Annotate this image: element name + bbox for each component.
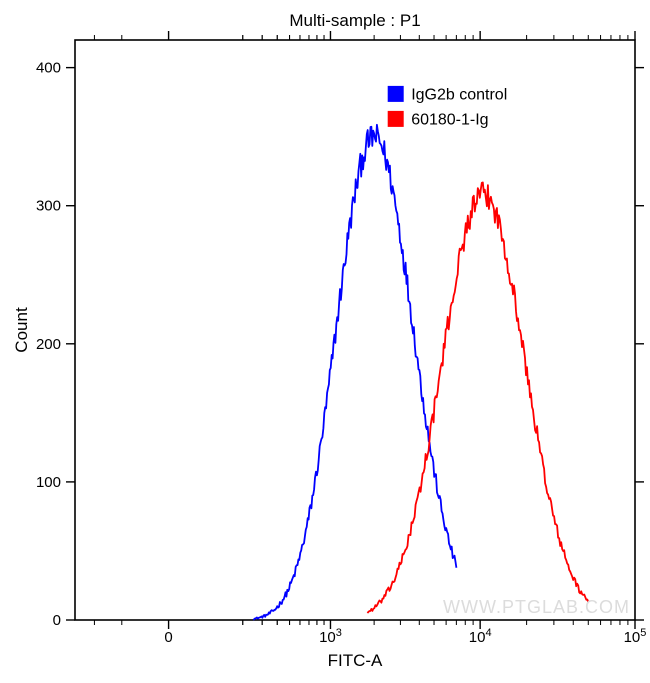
x-tick-label: 104 — [469, 627, 492, 646]
x-tick-label: 0 — [164, 629, 172, 646]
y-tick-label: 100 — [36, 474, 61, 491]
y-tick-label: 300 — [36, 198, 61, 215]
plot-area — [75, 40, 635, 620]
legend-swatch — [388, 111, 403, 126]
x-tick-label: 103 — [319, 627, 342, 646]
flow-cytometry-chart: 0 100 200 300 400 0 103 104 105 Count FITC-A Multi-… — [0, 0, 650, 683]
y-tick-label: 0 — [53, 612, 61, 629]
legend-label: IgG2b control — [411, 86, 507, 103]
legend-swatch — [388, 86, 403, 101]
chart-svg: 0 100 200 300 400 0 103 104 105 Count FITC-A Multi-… — [0, 0, 650, 683]
x-tick-label: 105 — [624, 627, 647, 646]
legend-label: 60180-1-Ig — [411, 111, 488, 128]
y-tick-label: 200 — [36, 336, 61, 353]
x-axis-label: FITC-A — [328, 651, 383, 670]
chart-title: Multi-sample : P1 — [289, 11, 420, 30]
y-tick-label: 400 — [36, 60, 61, 77]
y-axis-label: Count — [12, 307, 31, 353]
